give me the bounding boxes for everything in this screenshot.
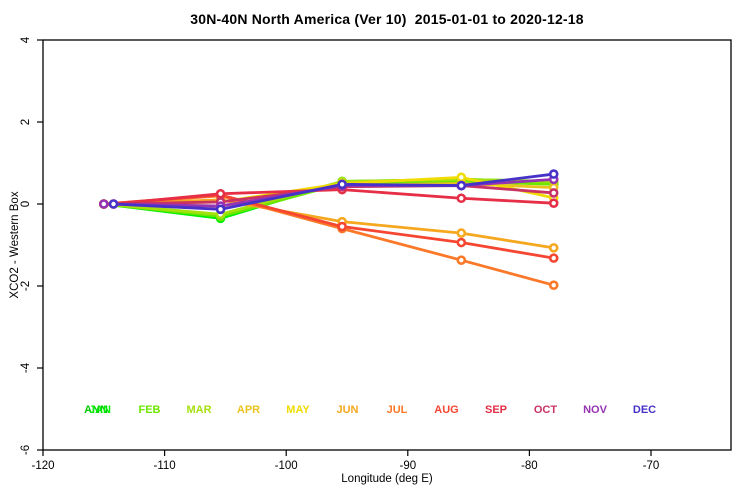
- point-sep-1: [215, 188, 226, 199]
- point-jun-3: [456, 228, 467, 238]
- point-dec-1: [215, 204, 226, 215]
- legend-sep: SEP: [485, 404, 507, 416]
- point-jul-4: [548, 280, 559, 290]
- x-tick-label: -120: [31, 460, 54, 472]
- legend-dec: DEC: [633, 404, 656, 416]
- point-aug-4: [548, 253, 559, 263]
- x-tick-label: -100: [275, 460, 298, 472]
- legend-may: MAY: [286, 404, 310, 416]
- legend-mar: MAR: [186, 404, 211, 416]
- legend-jan: JAN: [89, 404, 111, 416]
- legend-oct: OCT: [534, 404, 558, 416]
- y-tick-label: -4: [20, 362, 32, 373]
- legend-jun: JUN: [336, 404, 358, 416]
- x-tick-label: -80: [521, 460, 538, 472]
- legend-nov: NOV: [583, 404, 608, 416]
- point-dec-0: [108, 199, 119, 209]
- plot-box: [42, 39, 732, 451]
- legend-feb: FEB: [139, 404, 161, 416]
- point-aug-2: [337, 221, 347, 232]
- point-dec-2: [337, 179, 347, 190]
- point-aug-3: [456, 237, 467, 248]
- point-may-3: [456, 172, 467, 183]
- legend-ann: ANN: [84, 404, 108, 416]
- point-jun-4: [548, 243, 559, 253]
- point-sep-3: [456, 193, 467, 204]
- point-nov-0: [99, 199, 109, 209]
- x-tick-label: -90: [399, 460, 416, 472]
- point-dec-3: [456, 180, 467, 191]
- x-axis-label: Longitude (deg E): [341, 473, 433, 485]
- point-oct-4: [548, 188, 559, 198]
- legend-aug: AUG: [434, 404, 458, 416]
- y-tick-label: -6: [20, 445, 32, 455]
- x-tick-label: -70: [643, 460, 660, 472]
- y-tick-label: 4: [20, 36, 32, 43]
- y-tick-label: -2: [20, 281, 32, 291]
- y-tick-label: 0: [20, 201, 32, 207]
- point-jul-3: [456, 255, 467, 265]
- point-sep-4: [548, 198, 559, 208]
- x-tick-label: -110: [154, 460, 176, 472]
- y-tick-label: 2: [20, 119, 32, 125]
- legend-jul: JUL: [387, 404, 408, 416]
- point-dec-4: [548, 169, 559, 179]
- chart-title: 30N-40N North America (Ver 10) 2015-01-0…: [190, 11, 584, 27]
- legend-apr: APR: [237, 404, 260, 416]
